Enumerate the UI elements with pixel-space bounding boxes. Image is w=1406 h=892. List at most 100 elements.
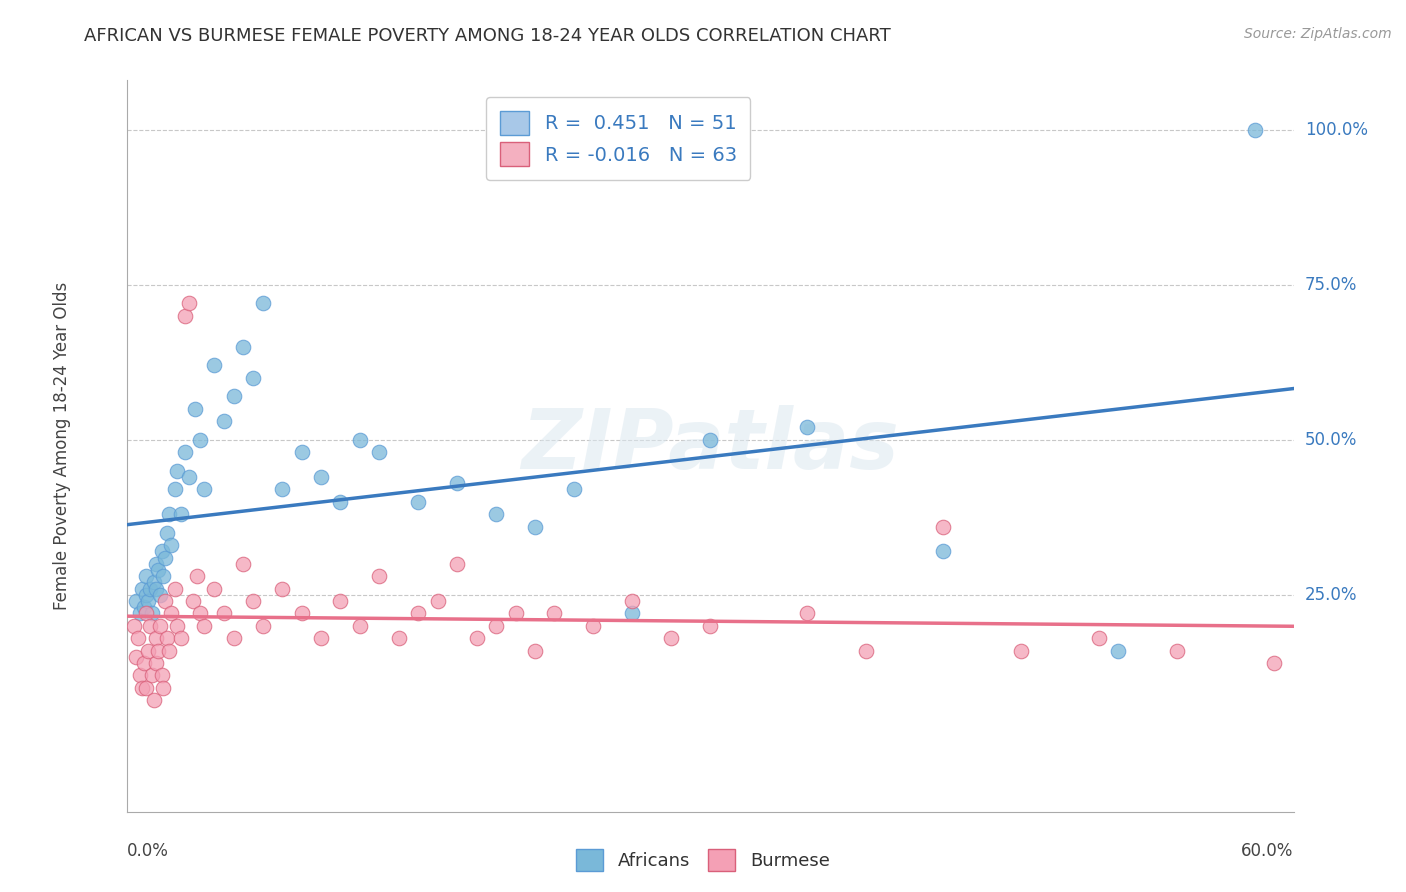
Point bbox=[127, 631, 149, 645]
Point bbox=[1108, 643, 1130, 657]
Text: 75.0%: 75.0% bbox=[1305, 276, 1357, 293]
Point bbox=[446, 476, 468, 491]
Point bbox=[139, 619, 162, 633]
Point bbox=[309, 631, 332, 645]
Point bbox=[129, 607, 152, 621]
Point bbox=[388, 631, 411, 645]
Point bbox=[193, 619, 215, 633]
Point bbox=[141, 607, 163, 621]
Point bbox=[1263, 656, 1285, 670]
Point bbox=[505, 607, 527, 621]
Point bbox=[232, 557, 254, 571]
Point bbox=[141, 668, 163, 682]
Point bbox=[145, 582, 167, 596]
Point bbox=[242, 594, 264, 608]
Point bbox=[349, 433, 371, 447]
Point bbox=[465, 631, 488, 645]
Point bbox=[202, 359, 225, 373]
Point bbox=[135, 607, 157, 621]
Point bbox=[149, 619, 172, 633]
Point bbox=[174, 309, 197, 323]
Point bbox=[152, 681, 174, 695]
Point bbox=[1243, 123, 1265, 137]
Point bbox=[145, 631, 167, 645]
Point bbox=[132, 656, 155, 670]
Point bbox=[160, 538, 183, 552]
Point bbox=[932, 519, 955, 533]
Point bbox=[132, 600, 155, 615]
Point bbox=[212, 607, 235, 621]
Point bbox=[796, 607, 818, 621]
Point bbox=[155, 594, 177, 608]
Point bbox=[621, 607, 644, 621]
Point bbox=[146, 643, 169, 657]
Point bbox=[699, 433, 721, 447]
Point bbox=[329, 594, 352, 608]
Point bbox=[446, 557, 468, 571]
Point bbox=[181, 594, 204, 608]
Text: Female Poverty Among 18-24 Year Olds: Female Poverty Among 18-24 Year Olds bbox=[53, 282, 72, 610]
Point bbox=[222, 389, 245, 403]
Point bbox=[190, 607, 212, 621]
Point bbox=[170, 507, 193, 521]
Point bbox=[523, 643, 546, 657]
Point bbox=[131, 681, 153, 695]
Point bbox=[523, 519, 546, 533]
Point bbox=[135, 681, 157, 695]
Point bbox=[271, 582, 294, 596]
Point bbox=[222, 631, 245, 645]
Point bbox=[145, 557, 167, 571]
Point bbox=[157, 643, 180, 657]
Point bbox=[796, 420, 818, 434]
Point bbox=[368, 445, 391, 459]
Point bbox=[139, 582, 162, 596]
Point bbox=[155, 550, 177, 565]
Point bbox=[202, 582, 225, 596]
Point bbox=[232, 340, 254, 354]
Point bbox=[166, 619, 188, 633]
Point bbox=[136, 594, 159, 608]
Point bbox=[252, 296, 274, 310]
Point bbox=[932, 544, 955, 558]
Point bbox=[1010, 643, 1032, 657]
Text: 50.0%: 50.0% bbox=[1305, 431, 1357, 449]
Point bbox=[290, 607, 312, 621]
Point bbox=[186, 569, 208, 583]
Point bbox=[329, 495, 352, 509]
Text: 0.0%: 0.0% bbox=[127, 842, 169, 860]
Point bbox=[145, 656, 167, 670]
Point bbox=[252, 619, 274, 633]
Text: AFRICAN VS BURMESE FEMALE POVERTY AMONG 18-24 YEAR OLDS CORRELATION CHART: AFRICAN VS BURMESE FEMALE POVERTY AMONG … bbox=[84, 27, 891, 45]
Point bbox=[242, 371, 264, 385]
Point bbox=[271, 483, 294, 497]
Point bbox=[408, 495, 430, 509]
Point bbox=[135, 588, 157, 602]
Text: 100.0%: 100.0% bbox=[1305, 121, 1368, 139]
Point bbox=[131, 582, 153, 596]
Point bbox=[150, 668, 173, 682]
Point bbox=[146, 563, 169, 577]
Point bbox=[142, 575, 165, 590]
Point bbox=[170, 631, 193, 645]
Point bbox=[129, 668, 152, 682]
Point bbox=[156, 631, 179, 645]
Legend: R =  0.451   N = 51, R = -0.016   N = 63: R = 0.451 N = 51, R = -0.016 N = 63 bbox=[486, 97, 751, 180]
Point bbox=[368, 569, 391, 583]
Point bbox=[177, 296, 200, 310]
Point bbox=[124, 619, 146, 633]
Point bbox=[699, 619, 721, 633]
Text: Source: ZipAtlas.com: Source: ZipAtlas.com bbox=[1244, 27, 1392, 41]
Point bbox=[193, 483, 215, 497]
Text: ZIPatlas: ZIPatlas bbox=[522, 406, 898, 486]
Point bbox=[157, 507, 180, 521]
Point bbox=[177, 470, 200, 484]
Point bbox=[166, 464, 188, 478]
Point bbox=[156, 525, 179, 540]
Point bbox=[621, 594, 644, 608]
Point bbox=[149, 588, 172, 602]
Legend: Africans, Burmese: Africans, Burmese bbox=[569, 842, 837, 879]
Point bbox=[212, 414, 235, 428]
Point bbox=[309, 470, 332, 484]
Point bbox=[659, 631, 682, 645]
Text: 60.0%: 60.0% bbox=[1241, 842, 1294, 860]
